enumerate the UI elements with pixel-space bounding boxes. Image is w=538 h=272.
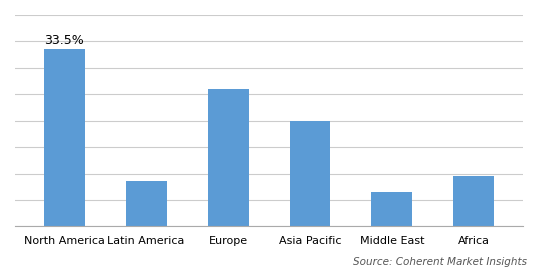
Bar xyxy=(371,192,413,226)
Bar xyxy=(289,121,330,226)
Text: Source: Coherent Market Insights: Source: Coherent Market Insights xyxy=(353,256,527,267)
Bar xyxy=(208,89,249,226)
Text: 33.5%: 33.5% xyxy=(44,34,84,47)
Bar xyxy=(126,181,167,226)
Bar xyxy=(44,49,84,226)
Bar xyxy=(454,176,494,226)
